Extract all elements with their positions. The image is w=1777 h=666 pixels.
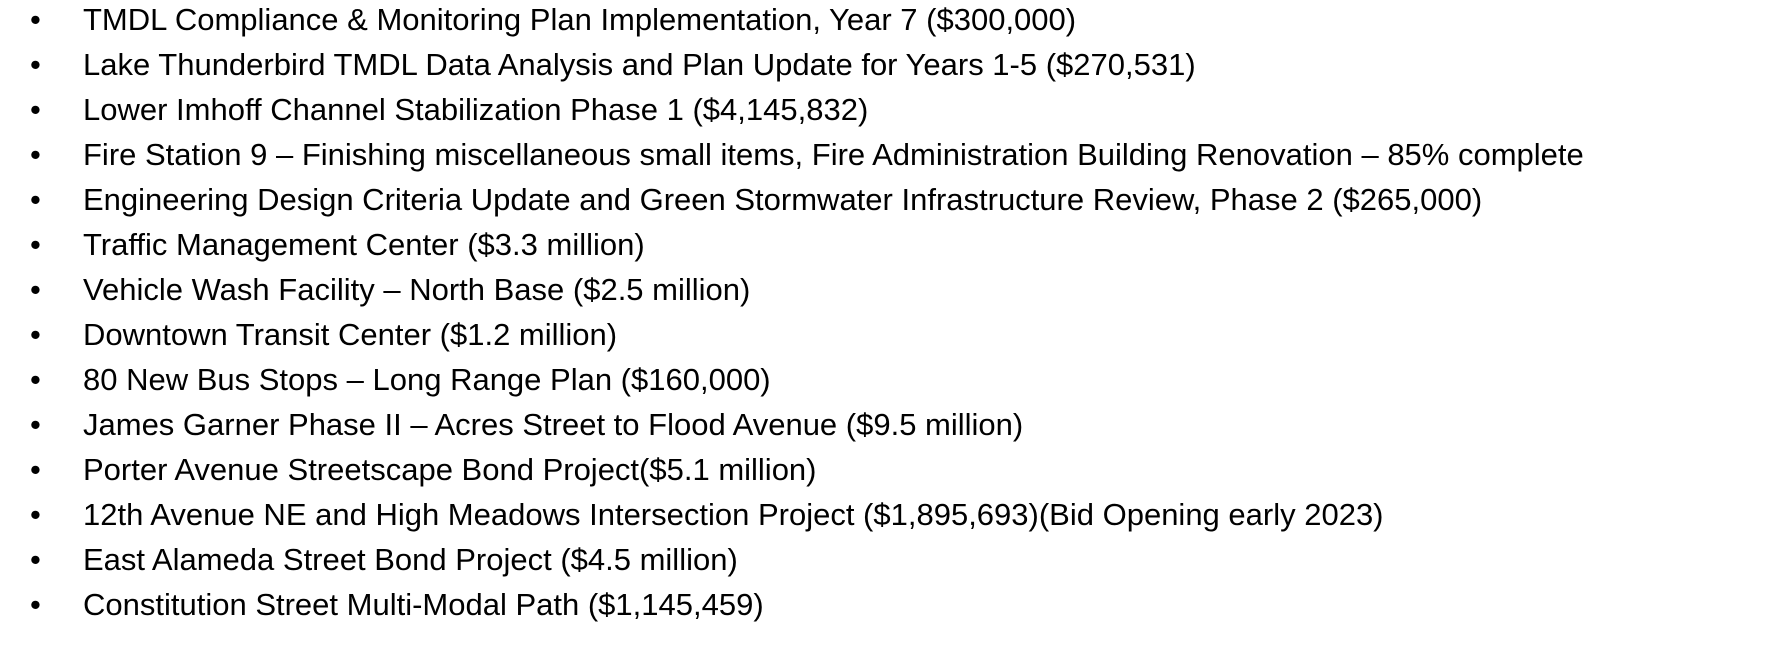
bullet-item: • 12th Avenue NE and High Meadows Interse… [0,496,1773,533]
bullet-item: • East Alameda Street Bond Project ($4.5 … [0,541,1773,578]
bullet-item: • Vehicle Wash Facility – North Base ($2.… [0,271,1773,308]
bullet: • [30,182,41,217]
bullet: • [30,227,41,262]
bullet-item: • Engineering Design Criteria Update and … [0,181,1773,218]
item-text: 80 New Bus Stops – Long Range Plan ($160… [83,362,771,397]
bullet-item: • James Garner Phase II – Acres Street to… [0,406,1773,443]
bullet: • [30,587,41,622]
bullet: • [30,452,41,487]
item-text: Engineering Design Criteria Update and G… [83,182,1483,217]
item-text: Lake Thunderbird TMDL Data Analysis and … [83,47,1196,82]
item-text: TMDL Compliance & Monitoring Plan Implem… [83,2,1077,37]
bullet-item: • Constitution Street Multi-Modal Path ($… [0,586,1773,623]
item-text: Fire Station 9 – Finishing miscellaneous… [83,137,1584,172]
item-text: Porter Avenue Streetscape Bond Project($… [83,452,817,487]
bullet-item: • Fire Station 9 – Finishing miscellaneou… [0,136,1773,173]
item-text: Constitution Street Multi-Modal Path ($1… [83,587,764,622]
bullet-item: • Lake Thunderbird TMDL Data Analysis and… [0,46,1773,83]
item-text: 12th Avenue NE and High Meadows Intersec… [83,497,1384,532]
bullet: • [30,92,41,127]
item-text: Traffic Management Center ($3.3 million) [83,227,645,262]
bullet: • [30,542,41,577]
bullet: • [30,47,41,82]
bullet: • [30,317,41,352]
item-text: East Alameda Street Bond Project ($4.5 m… [83,542,738,577]
bullet: • [30,407,41,442]
bullet-item: • TMDL Compliance & Monitoring Plan Imple… [0,1,1773,38]
bullet: • [30,2,41,37]
item-text: James Garner Phase II – Acres Street to … [83,407,1024,442]
bullet-item: • Porter Avenue Streetscape Bond Project(… [0,451,1773,488]
bullet: • [30,362,41,397]
bullet-item: • 80 New Bus Stops – Long Range Plan ($16… [0,361,1773,398]
bullet: • [30,497,41,532]
bullet-item: • Downtown Transit Center ($1.2 million) [0,316,1773,353]
bullet: • [30,137,41,172]
item-text: Lower Imhoff Channel Stabilization Phase… [83,92,869,127]
bullet-item: • Lower Imhoff Channel Stabilization Phas… [0,91,1773,128]
item-text: Vehicle Wash Facility – North Base ($2.5… [83,272,751,307]
bullet: • [30,272,41,307]
bullet-item: • Traffic Management Center ($3.3 million… [0,226,1773,263]
bullet-list: • TMDL Compliance & Monitoring Plan Imple… [0,1,1773,631]
item-text: Downtown Transit Center ($1.2 million) [83,317,618,352]
